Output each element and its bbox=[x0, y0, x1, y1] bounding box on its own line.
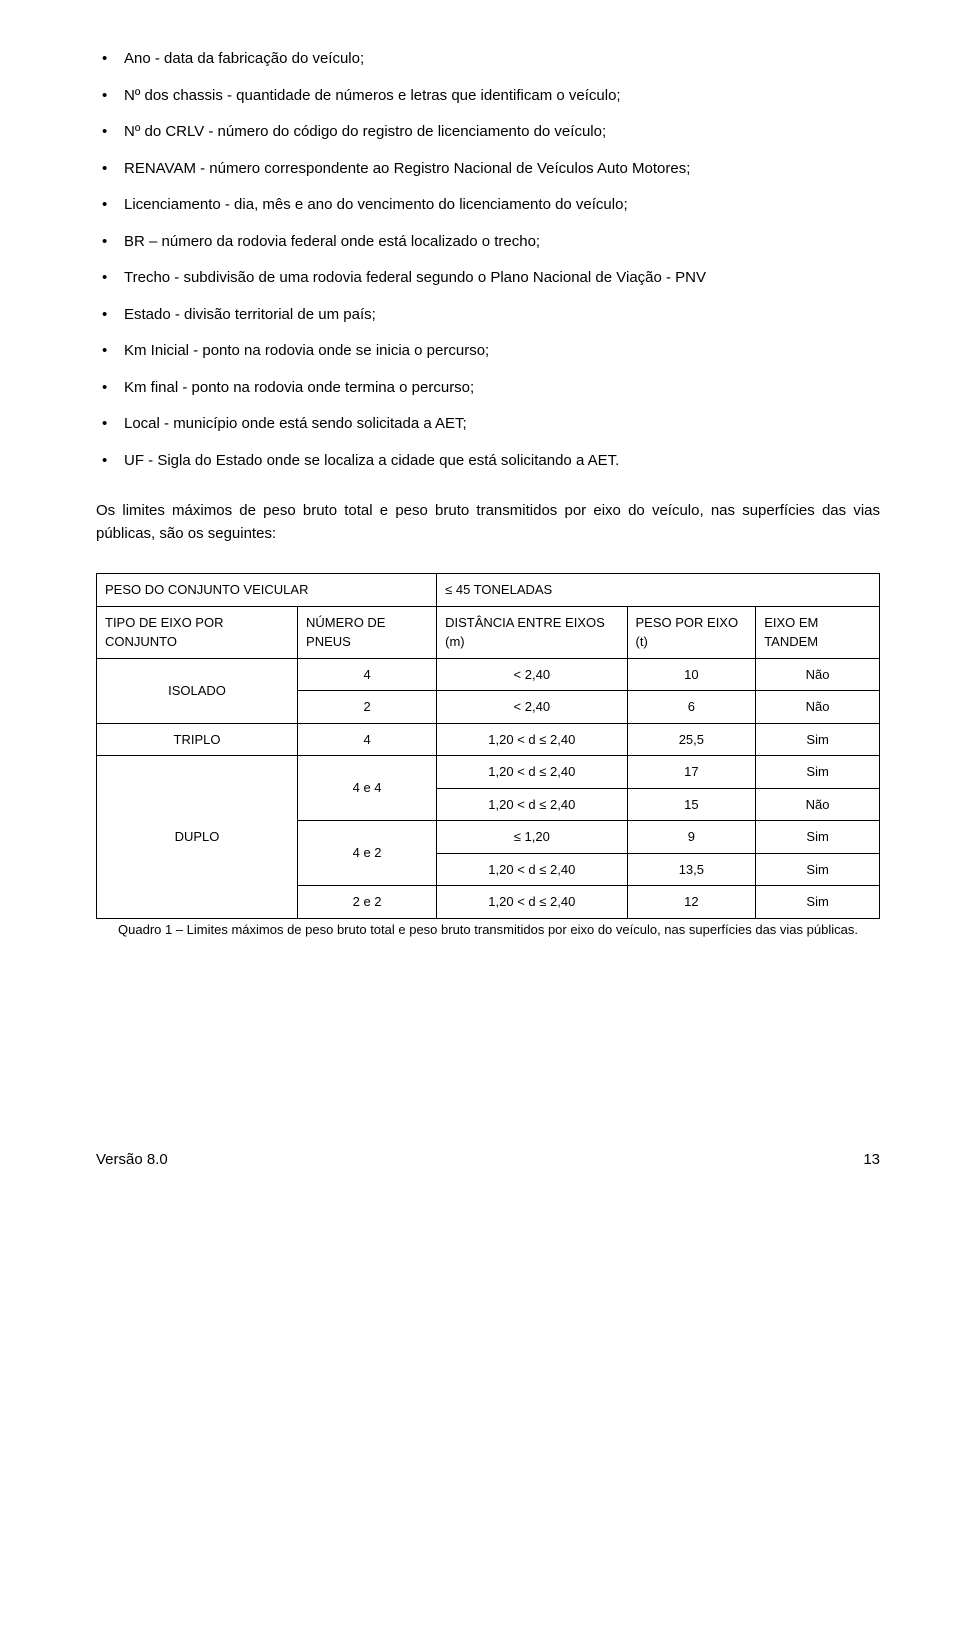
cell-peso: 17 bbox=[627, 756, 756, 789]
cell-peso: 6 bbox=[627, 691, 756, 724]
cell-tandem: Sim bbox=[756, 756, 880, 789]
footer-page-number: 13 bbox=[863, 1149, 880, 1172]
col-header: DISTÂNCIA ENTRE EIXOS (m) bbox=[437, 606, 627, 658]
table-header-right: ≤ 45 TONELADAS bbox=[437, 574, 880, 607]
cell-pneus: 4 bbox=[298, 658, 437, 691]
list-item: Trecho - subdivisão de uma rodovia feder… bbox=[96, 267, 880, 290]
cell-pneus: 4 bbox=[298, 723, 437, 756]
cell-dist: ≤ 1,20 bbox=[437, 821, 627, 854]
cell-tandem: Sim bbox=[756, 886, 880, 919]
col-header: EIXO EM TANDEM bbox=[756, 606, 880, 658]
col-header: PESO POR EIXO (t) bbox=[627, 606, 756, 658]
cell-dist: < 2,40 bbox=[437, 691, 627, 724]
cell-dist: 1,20 < d ≤ 2,40 bbox=[437, 723, 627, 756]
footer-version: Versão 8.0 bbox=[96, 1149, 168, 1172]
cell-tandem: Não bbox=[756, 658, 880, 691]
cell-dist: 1,20 < d ≤ 2,40 bbox=[437, 886, 627, 919]
list-item: Km Inicial - ponto na rodovia onde se in… bbox=[96, 340, 880, 363]
col-header: NÚMERO DE PNEUS bbox=[298, 606, 437, 658]
list-item: UF - Sigla do Estado onde se localiza a … bbox=[96, 450, 880, 473]
cell-peso: 10 bbox=[627, 658, 756, 691]
definition-list: Ano - data da fabricação do veículo; Nº … bbox=[96, 48, 880, 472]
col-header: TIPO DE EIXO POR CONJUNTO bbox=[97, 606, 298, 658]
cell-pneus: 2 bbox=[298, 691, 437, 724]
page-footer: Versão 8.0 13 bbox=[96, 1149, 880, 1172]
intro-paragraph: Os limites máximos de peso bruto total e… bbox=[96, 500, 880, 545]
cell-tipo: DUPLO bbox=[97, 756, 298, 919]
weight-limits-table: PESO DO CONJUNTO VEICULAR ≤ 45 TONELADAS… bbox=[96, 573, 880, 919]
list-item: Nº dos chassis - quantidade de números e… bbox=[96, 85, 880, 108]
cell-tipo: TRIPLO bbox=[97, 723, 298, 756]
cell-dist: 1,20 < d ≤ 2,40 bbox=[437, 756, 627, 789]
cell-tandem: Não bbox=[756, 788, 880, 821]
cell-dist: 1,20 < d ≤ 2,40 bbox=[437, 788, 627, 821]
cell-dist: 1,20 < d ≤ 2,40 bbox=[437, 853, 627, 886]
cell-peso: 25,5 bbox=[627, 723, 756, 756]
list-item: BR – número da rodovia federal onde está… bbox=[96, 231, 880, 254]
cell-tandem: Sim bbox=[756, 723, 880, 756]
cell-peso: 15 bbox=[627, 788, 756, 821]
table-header-left: PESO DO CONJUNTO VEICULAR bbox=[97, 574, 437, 607]
cell-pneus: 4 e 4 bbox=[298, 756, 437, 821]
cell-peso: 12 bbox=[627, 886, 756, 919]
cell-tandem: Não bbox=[756, 691, 880, 724]
list-item: RENAVAM - número correspondente ao Regis… bbox=[96, 158, 880, 181]
cell-tipo: ISOLADO bbox=[97, 658, 298, 723]
cell-tandem: Sim bbox=[756, 853, 880, 886]
list-item: Nº do CRLV - número do código do registr… bbox=[96, 121, 880, 144]
list-item: Km final - ponto na rodovia onde termina… bbox=[96, 377, 880, 400]
list-item: Ano - data da fabricação do veículo; bbox=[96, 48, 880, 71]
list-item: Local - município onde está sendo solici… bbox=[96, 413, 880, 436]
cell-pneus: 4 e 2 bbox=[298, 821, 437, 886]
cell-peso: 13,5 bbox=[627, 853, 756, 886]
list-item: Licenciamento - dia, mês e ano do vencim… bbox=[96, 194, 880, 217]
cell-pneus: 2 e 2 bbox=[298, 886, 437, 919]
cell-tandem: Sim bbox=[756, 821, 880, 854]
table-caption: Quadro 1 – Limites máximos de peso bruto… bbox=[96, 921, 880, 939]
cell-dist: < 2,40 bbox=[437, 658, 627, 691]
list-item: Estado - divisão territorial de um país; bbox=[96, 304, 880, 327]
cell-peso: 9 bbox=[627, 821, 756, 854]
